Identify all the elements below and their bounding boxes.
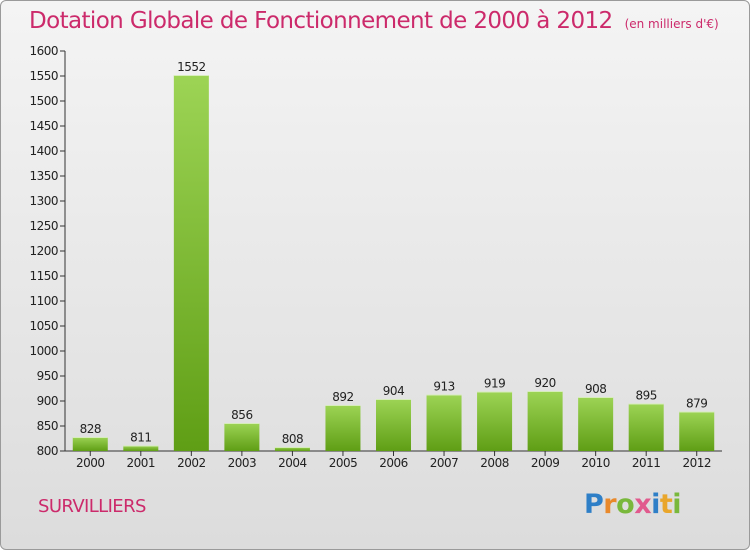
x-tick-label: 2000 [76,456,105,470]
bar [325,405,361,451]
x-tick-label: 2012 [682,456,711,470]
proxiti-logo[interactable]: Proxiti [584,489,682,520]
x-tick-label: 2007 [430,456,459,470]
bar-value-label: 808 [282,432,303,446]
y-tick-label: 1550 [29,69,58,83]
bar-value-label: 828 [80,422,101,436]
bar-value-label: 920 [534,376,555,390]
x-tick-label: 2001 [127,456,156,470]
chart-unit: (en milliers d'€) [624,17,719,31]
bar [274,447,310,451]
bar-value-label: 913 [433,380,454,394]
bar-value-label: 892 [332,390,353,404]
y-tick-label: 1500 [29,94,58,108]
y-tick-label: 950 [37,369,58,383]
commune-name: SURVILLIERS [38,496,146,517]
y-tick-label: 1600 [29,44,58,58]
bar [628,403,664,451]
x-tick-label: 2005 [329,456,358,470]
y-tick-label: 1000 [29,344,58,358]
x-tick-label: 2004 [278,456,307,470]
bar [173,75,209,451]
chart-title-text: Dotation Globale de Fonctionnement de 20… [29,8,613,34]
x-tick-label: 2003 [228,456,257,470]
x-tick-label: 2006 [379,456,408,470]
y-tick-label: 900 [37,394,58,408]
bar [224,423,260,451]
y-tick-label: 1350 [29,169,58,183]
bar-value-label: 811 [130,431,151,445]
bar-value-label: 1552 [177,60,206,74]
y-tick-label: 1250 [29,219,58,233]
bar [679,411,715,451]
chart-title: Dotation Globale de Fonctionnement de 20… [29,8,719,34]
x-tick-label: 2002 [177,456,206,470]
y-tick-label: 1300 [29,194,58,208]
bar [578,397,614,451]
bar-value-label: 904 [383,384,404,398]
bar [376,399,411,451]
y-axis: 800 850 900 950 1000 1050 1100 1150 1200 1250 1300… [29,44,66,458]
bar-value-label: 895 [635,389,656,403]
y-tick-label: 800 [37,444,58,458]
y-tick-label: 1150 [29,269,58,283]
y-tick-label: 1100 [29,294,58,308]
y-tick-label: 1400 [29,144,58,158]
y-tick-label: 850 [37,419,58,433]
bar-value-label: 908 [585,382,606,396]
bar-value-label: 879 [686,397,707,411]
y-tick-label: 1450 [29,119,58,133]
bar-value-label: 856 [231,408,252,422]
x-tick-label: 2008 [480,456,509,470]
x-tick-label: 2010 [581,456,610,470]
y-tick-label: 1050 [29,319,58,333]
bar [426,394,462,451]
x-tick-label: 2011 [632,456,661,470]
y-tick-label: 1200 [29,244,58,258]
x-tick-label: 2009 [531,456,560,470]
bar [72,437,108,451]
x-axis: 2000 2001 2002 2003 2004 2005 2006 2007 2008 2009… [65,450,722,470]
bars-group: 828 811 1552 856 808 892 904 913 919 920 908 895 879 [72,60,715,451]
bar [477,391,513,451]
bar [527,391,563,451]
bar-value-label: 919 [484,377,505,391]
bar [123,445,159,451]
